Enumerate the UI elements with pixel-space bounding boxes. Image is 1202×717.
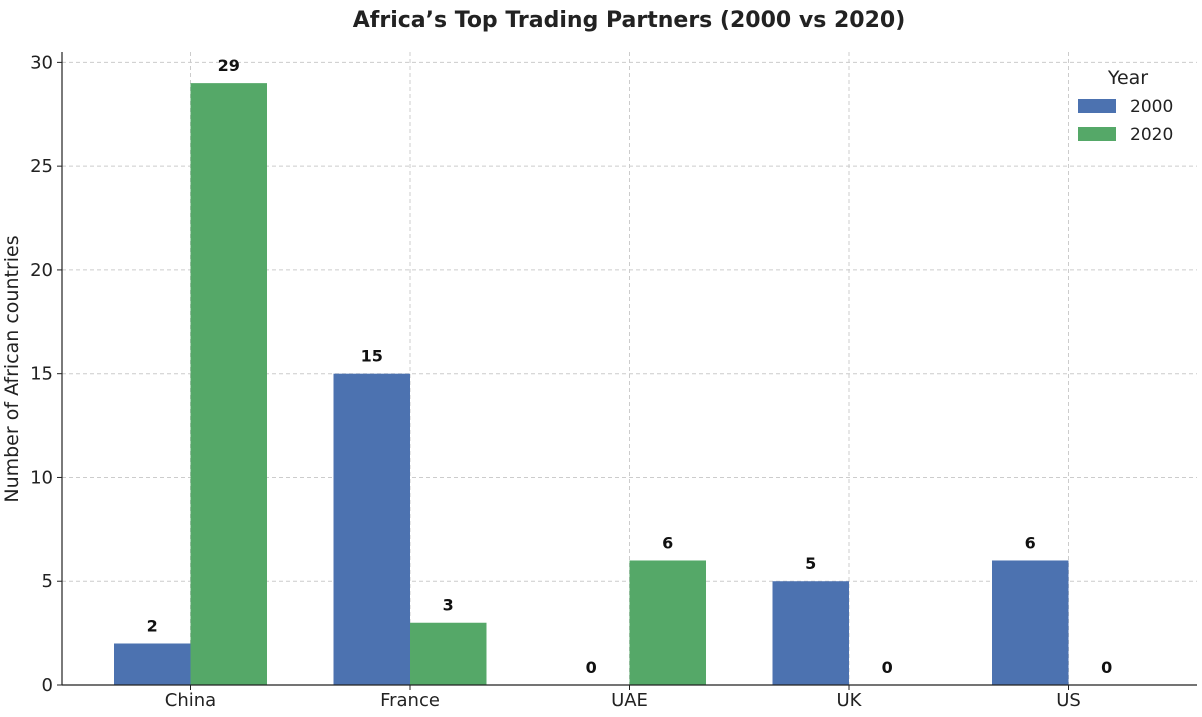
- legend: Year 2000 2020: [1078, 67, 1173, 145]
- x-ticks: China France UAE UK US: [165, 685, 1081, 711]
- data-label-china-2000: 2: [147, 616, 158, 635]
- data-label-us-2020: 0: [1101, 658, 1112, 677]
- bar-uk-2000: [772, 581, 849, 685]
- x-tick-label-us: US: [1056, 690, 1081, 711]
- x-tick-label-uk: UK: [837, 690, 863, 711]
- y-tick-label-20: 20: [30, 260, 53, 281]
- legend-swatch-2000: [1078, 99, 1116, 113]
- y-tick-label-30: 30: [30, 52, 53, 73]
- bar-us-2000: [992, 560, 1069, 685]
- bar-china-2000: [114, 643, 191, 685]
- chart-title: Africa’s Top Trading Partners (2000 vs 2…: [353, 8, 906, 33]
- data-labels: 2 29 15 3 0 6 5 0 6 0: [147, 56, 1113, 677]
- y-tick-label-15: 15: [30, 364, 53, 385]
- data-label-uk-2020: 0: [882, 658, 893, 677]
- y-tick-label-10: 10: [30, 467, 53, 488]
- data-label-uae-2020: 6: [662, 533, 673, 552]
- legend-swatch-2020: [1078, 127, 1116, 141]
- data-label-us-2000: 6: [1025, 533, 1036, 552]
- bar-china-2020: [190, 83, 267, 685]
- bars: [114, 83, 1069, 685]
- data-label-france-2000: 15: [361, 347, 383, 366]
- y-ticks: 0 5 10 15 20 25 30: [30, 52, 62, 696]
- y-tick-label-25: 25: [30, 156, 53, 177]
- data-label-china-2020: 29: [218, 56, 240, 75]
- bar-uae-2020: [629, 560, 706, 685]
- x-tick-label-france: France: [380, 690, 440, 711]
- y-tick-label-5: 5: [42, 571, 53, 592]
- legend-title: Year: [1107, 67, 1148, 89]
- data-label-france-2020: 3: [443, 596, 454, 615]
- bar-france-2020: [410, 622, 487, 685]
- y-tick-label-0: 0: [42, 675, 53, 696]
- legend-label-2000: 2000: [1130, 97, 1173, 117]
- data-label-uk-2000: 5: [805, 554, 816, 573]
- legend-label-2020: 2020: [1130, 125, 1173, 145]
- bar-france-2000: [333, 373, 410, 685]
- x-tick-label-china: China: [165, 690, 216, 711]
- data-label-uae-2000: 0: [586, 658, 597, 677]
- x-tick-label-uae: UAE: [611, 690, 648, 711]
- y-axis-label: Number of African countries: [1, 235, 23, 502]
